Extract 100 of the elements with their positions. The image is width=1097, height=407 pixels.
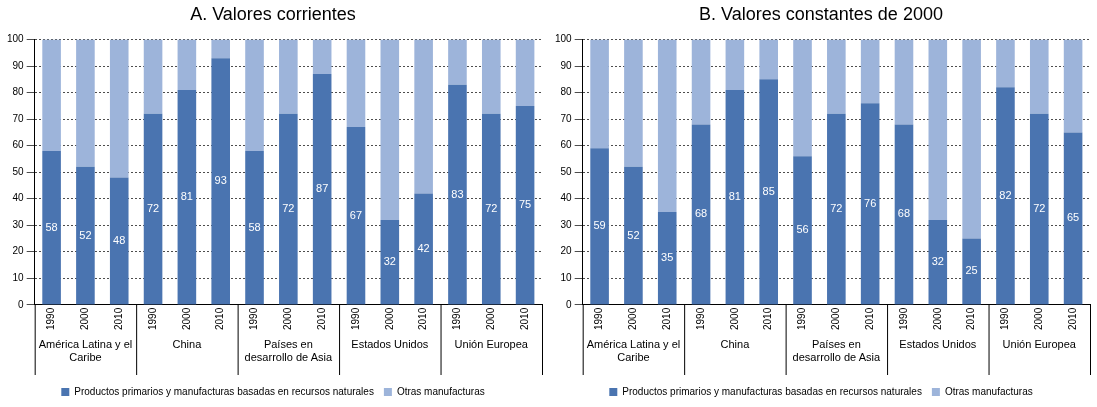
y-tick-label: 50 [12, 165, 25, 177]
bar [481, 113, 501, 305]
x-tick-label: 2000 [383, 307, 395, 330]
x-tick-label: 1990 [897, 307, 909, 330]
bar [42, 39, 61, 151]
bar [245, 150, 264, 305]
text: China [172, 337, 203, 350]
bar [177, 89, 197, 305]
text: Países en desarrollo de Asia [792, 337, 881, 363]
bar [380, 39, 400, 220]
data-label: 72 [485, 202, 498, 215]
bar [894, 39, 914, 125]
data-label: 76 [864, 196, 877, 209]
x-tick-label: 2010 [863, 307, 875, 330]
x-tick-label: 1990 [45, 307, 57, 330]
bar [109, 39, 129, 178]
x-tick-label: 2000 [931, 307, 943, 330]
y-tick-label: 80 [560, 86, 573, 98]
bar [894, 124, 914, 305]
data-label: 67 [349, 208, 363, 221]
x-tick-label: 2010 [1066, 307, 1078, 330]
bar [793, 39, 812, 157]
bar [448, 84, 467, 305]
x-tick-label: 2000 [1033, 307, 1045, 330]
text: Estados Unidos [351, 337, 429, 350]
bar [624, 39, 643, 167]
bar [1063, 132, 1083, 305]
data-label: 32 [383, 255, 396, 268]
bar [657, 211, 677, 305]
text: América Latina y el Caribe [38, 337, 133, 363]
x-tick-label: 2000 [79, 307, 91, 330]
data-label: 56 [796, 223, 809, 236]
bar [928, 39, 948, 220]
x-tick-label: 2010 [965, 307, 977, 330]
x-tick-label: 2010 [417, 307, 429, 330]
bar [76, 166, 95, 305]
bar [759, 39, 778, 80]
data-label: 58 [248, 220, 261, 233]
bar [962, 238, 981, 305]
data-label: 52 [79, 228, 92, 241]
bar [827, 113, 846, 305]
bar [657, 39, 677, 212]
bar [860, 103, 880, 305]
y-tick-label: 90 [560, 59, 573, 71]
legend-label: Productos primarios y manufacturas basadas en recursos naturales [74, 385, 374, 397]
y-tick-label: 20 [560, 245, 573, 257]
x-tick-label: 1990 [593, 307, 605, 330]
y-tick-label: 50 [560, 165, 573, 177]
legend-label: Productos primarios y manufacturas basadas en recursos naturales [622, 385, 922, 397]
x-tick-label: 2010 [518, 307, 530, 330]
x-tick-label: 2010 [214, 307, 226, 330]
bar [691, 39, 711, 125]
bar [245, 39, 264, 151]
y-tick-label: 60 [12, 139, 25, 151]
y-tick-label: 70 [12, 112, 25, 124]
data-label: 42 [417, 241, 430, 254]
bar [346, 127, 366, 305]
bar [414, 193, 433, 305]
data-label: 65 [1066, 211, 1080, 224]
bar [996, 87, 1015, 305]
data-label: 35 [661, 251, 674, 264]
bar [725, 89, 745, 305]
bar [346, 39, 366, 128]
bar [414, 39, 433, 194]
bar [448, 39, 467, 85]
data-label: 72 [146, 202, 160, 215]
x-tick-label: 1990 [146, 307, 158, 330]
bar [279, 113, 298, 305]
data-label: 85 [762, 184, 775, 197]
chart-title: B. Valores constantes de 2000 [699, 3, 943, 24]
data-label: 32 [931, 255, 944, 268]
bar [515, 105, 535, 305]
data-label: 72 [282, 202, 295, 215]
y-tick-label: 0 [566, 298, 573, 310]
x-tick-label: 2010 [112, 307, 124, 330]
x-tick-label: 2000 [728, 307, 740, 330]
x-tick-label: 2000 [180, 307, 192, 330]
x-tick-label: 2000 [485, 307, 497, 330]
text: Unión Europea [454, 337, 529, 350]
x-tick-label: 1990 [694, 307, 706, 330]
legend-label: Otras manufacturas [944, 385, 1033, 397]
y-tick-label: 30 [560, 218, 573, 230]
data-label: 68 [694, 207, 708, 220]
bar [42, 150, 61, 305]
y-tick-label: 90 [12, 59, 25, 71]
x-tick-label: 2010 [315, 307, 327, 330]
y-tick-label: 40 [12, 192, 25, 204]
y-tick-label: 0 [18, 298, 25, 310]
data-label: 93 [214, 174, 227, 187]
text: Estados Unidos [899, 337, 977, 350]
bar [1029, 113, 1049, 305]
y-tick-label: 60 [560, 139, 573, 151]
bar [860, 39, 880, 104]
bar [793, 156, 812, 305]
y-tick-label: 80 [12, 86, 25, 98]
data-label: 82 [999, 188, 1012, 201]
bar [515, 39, 535, 106]
bar [996, 39, 1015, 88]
x-tick-label: 1990 [349, 307, 361, 330]
bar [725, 39, 745, 90]
